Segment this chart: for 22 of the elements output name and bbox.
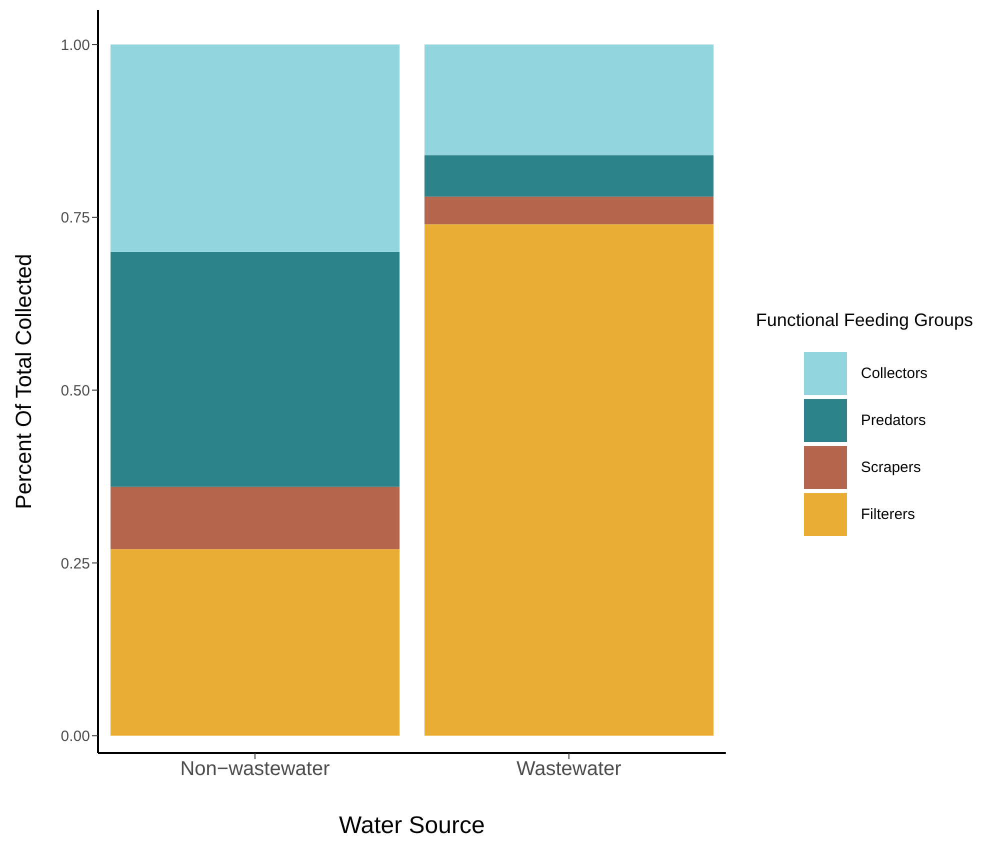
bar xyxy=(110,549,400,736)
legend-title: Functional Feeding Groups xyxy=(756,310,973,330)
x-axis-title: Water Source xyxy=(339,812,485,839)
bar xyxy=(424,196,714,224)
bar xyxy=(424,44,714,156)
x-tick-label: Non−wastewater xyxy=(180,758,330,780)
y-tick-label: 0.75 xyxy=(60,210,90,227)
y-tick-label: 0.00 xyxy=(60,728,90,746)
x-tick-label: Wastewater xyxy=(516,758,622,780)
y-tick-label: 0.25 xyxy=(60,555,90,572)
y-axis-title: Percent Of Total Collected xyxy=(10,254,36,510)
bar xyxy=(424,224,714,736)
bar xyxy=(110,486,400,550)
text: Predators xyxy=(860,412,926,428)
text: Collectors xyxy=(860,364,928,382)
bar xyxy=(110,44,400,252)
text: Scrapers xyxy=(860,458,921,476)
bar xyxy=(424,155,714,197)
y-tick-label: 0.50 xyxy=(60,382,90,400)
text: Filterers xyxy=(860,506,916,522)
y-tick-label: 1.00 xyxy=(60,36,90,54)
bar xyxy=(110,252,400,487)
